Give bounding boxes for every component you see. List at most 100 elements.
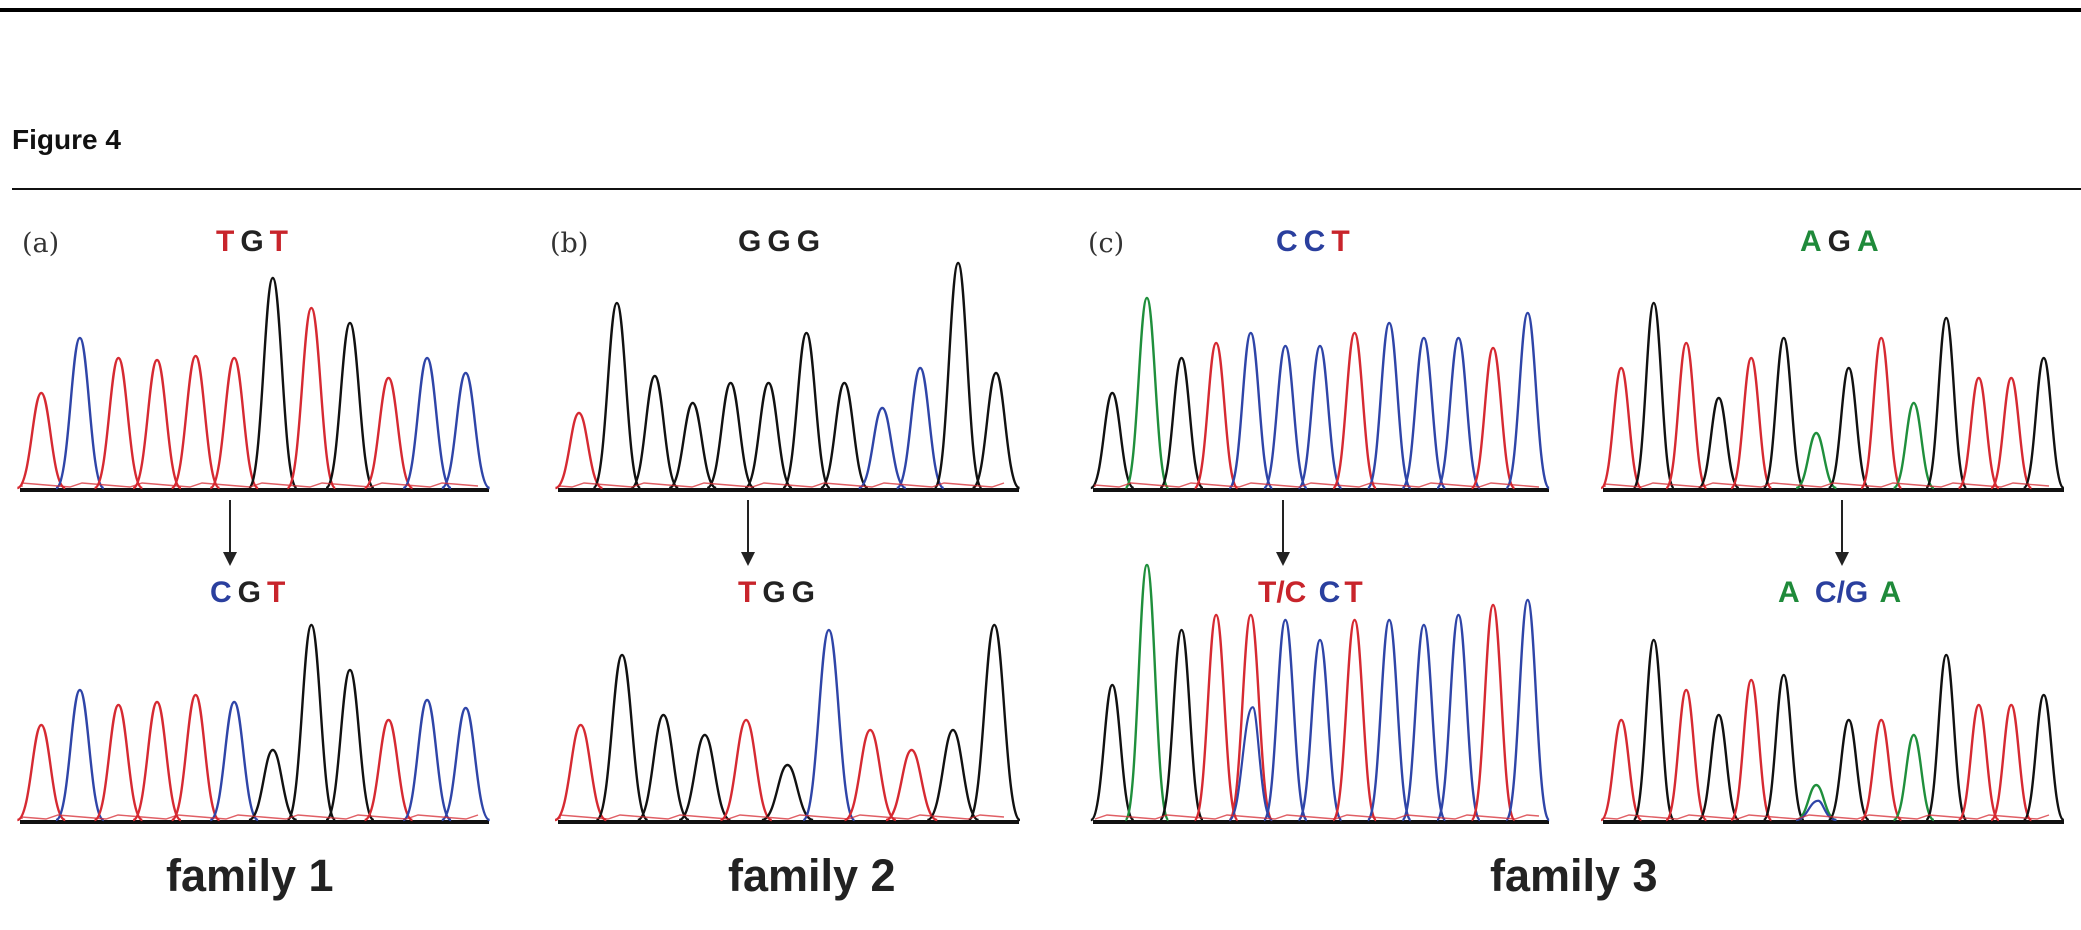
base: G xyxy=(1827,225,1858,258)
family-label-2: family 2 xyxy=(728,850,896,901)
trace-peak xyxy=(706,381,755,490)
trace-peak xyxy=(1664,341,1708,490)
arrow-head-icon xyxy=(223,552,237,566)
base: C xyxy=(210,576,238,609)
trace-peak xyxy=(1599,718,1643,822)
trace-peak xyxy=(364,718,414,822)
base: C xyxy=(1318,576,1345,609)
trace-noise xyxy=(21,814,479,820)
trace-noise xyxy=(1604,482,2050,488)
trace-peak xyxy=(209,700,260,822)
trace-peak xyxy=(554,411,604,490)
trace-peak xyxy=(895,366,945,490)
trace-peak xyxy=(1957,703,2001,822)
trace-peak xyxy=(1090,391,1135,490)
trace-peak xyxy=(719,718,773,822)
trace-peak xyxy=(1401,623,1447,822)
trace-peak xyxy=(131,700,183,822)
trace-peak xyxy=(844,728,897,822)
arrow-head-icon xyxy=(1276,552,1290,566)
trace-peak xyxy=(1158,628,1205,822)
trace-peak xyxy=(1505,311,1551,490)
arrow-head-icon xyxy=(741,552,755,566)
base: C/G xyxy=(1814,576,1869,609)
trace-peak xyxy=(209,356,260,490)
trace-peak xyxy=(402,356,453,490)
trace-peak xyxy=(441,706,491,822)
base: A xyxy=(1778,576,1803,609)
base: A xyxy=(1800,225,1828,258)
trace-peak xyxy=(1331,331,1378,490)
trace-peak xyxy=(1795,431,1837,490)
trace-peak xyxy=(286,306,337,490)
seq-a-top: TGT xyxy=(216,225,294,259)
base: C xyxy=(1303,225,1332,258)
trace-peak xyxy=(247,276,298,490)
trace-peak xyxy=(1729,356,1773,490)
base: G xyxy=(767,225,797,258)
trace-peak xyxy=(1366,321,1412,490)
seq-c2-bottom: A C/G A xyxy=(1778,576,1905,610)
trace-peak xyxy=(1632,638,1676,822)
trace-peak xyxy=(1859,336,1903,490)
trace-peak xyxy=(16,391,66,490)
base: T xyxy=(738,576,763,609)
trace-peak xyxy=(1599,366,1643,490)
panel-letter-a: (a) xyxy=(22,228,60,259)
seq-a-bottom: CGT xyxy=(210,576,291,610)
trace-peak xyxy=(668,401,717,490)
trace-peak xyxy=(324,321,376,490)
trace-peak xyxy=(678,733,731,822)
trace-peak xyxy=(1228,613,1274,822)
base: T/C xyxy=(1258,576,1307,609)
trace-peak xyxy=(630,374,679,490)
trace-peak xyxy=(1795,783,1837,822)
trace-peak xyxy=(1193,341,1239,490)
trace-peak xyxy=(1262,344,1309,490)
trace-peak xyxy=(16,723,66,822)
base: A xyxy=(1879,576,1906,609)
trace-peak xyxy=(1228,331,1274,490)
trace-peak xyxy=(592,301,642,490)
trace-peak xyxy=(1470,603,1516,822)
panel-letter-b: (b) xyxy=(550,228,589,259)
trace-peak xyxy=(933,261,983,490)
trace-peak xyxy=(1297,638,1343,822)
trace-peak xyxy=(93,703,144,822)
trace-peak xyxy=(1262,618,1309,822)
trace-peak xyxy=(1827,366,1871,490)
seq-c1-top: CCT xyxy=(1276,225,1356,259)
trace-peak xyxy=(858,406,907,490)
base: G xyxy=(762,576,792,609)
title-rule xyxy=(12,188,2081,190)
trace-peak xyxy=(1435,613,1482,822)
trace-noise xyxy=(21,482,479,488)
base: T xyxy=(1344,576,1367,609)
trace-peak xyxy=(1924,653,1968,822)
trace-peak xyxy=(971,371,1021,490)
trace-noise xyxy=(559,814,1005,820)
trace-peak xyxy=(1297,344,1343,490)
trace-peak xyxy=(744,381,793,490)
trace-peak xyxy=(802,628,856,822)
trace-peak xyxy=(595,653,649,822)
trace-peak xyxy=(1158,356,1205,490)
family-label-1: family 1 xyxy=(166,850,334,901)
base: G xyxy=(791,576,822,609)
base: G xyxy=(796,225,827,258)
trace-peak xyxy=(1697,713,1741,822)
trace-peak xyxy=(1924,316,1968,490)
trace-peak xyxy=(1892,401,1935,490)
trace-peak xyxy=(54,688,105,822)
trace-peak xyxy=(1762,336,1806,490)
top-rule xyxy=(0,8,2081,12)
trace-peak xyxy=(171,693,221,822)
trace-peak xyxy=(324,668,376,822)
family-label-3: family 3 xyxy=(1490,850,1658,901)
trace-noise xyxy=(1094,482,1540,488)
trace-peak xyxy=(363,376,414,490)
base: T xyxy=(1331,225,1356,258)
trace-peak xyxy=(1401,336,1447,490)
trace-peak xyxy=(1989,703,2033,822)
trace-peak xyxy=(170,354,221,490)
